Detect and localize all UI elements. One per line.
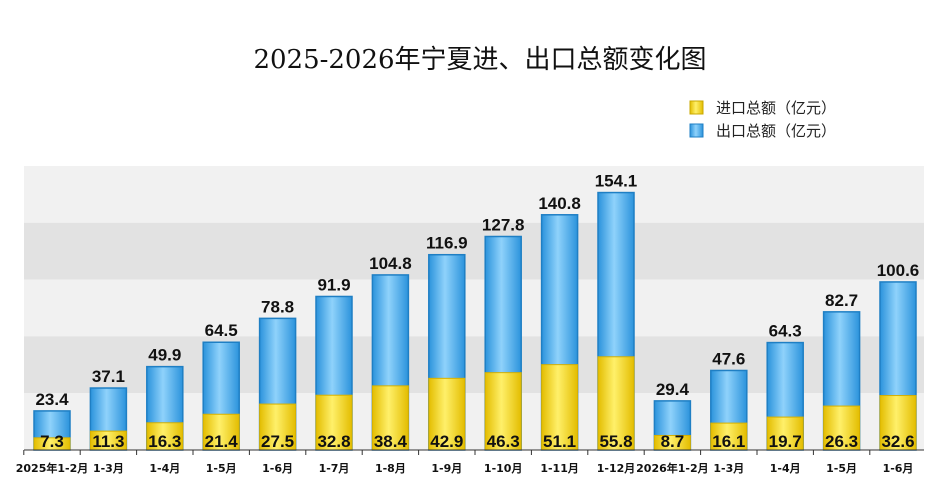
export-value-label: 23.4 bbox=[35, 390, 69, 409]
x-tick-label: 1-6月 bbox=[883, 462, 914, 475]
export-value-label: 104.8 bbox=[369, 254, 412, 273]
export-value-label: 154.1 bbox=[595, 172, 638, 191]
import-value-label: 16.1 bbox=[712, 432, 745, 451]
import-value-label: 16.3 bbox=[148, 432, 181, 451]
x-tick-label: 1-5月 bbox=[826, 462, 857, 475]
x-tick-label: 1-3月 bbox=[713, 462, 744, 475]
import-value-label: 11.3 bbox=[92, 432, 124, 451]
import-value-label: 46.3 bbox=[487, 432, 520, 451]
import-value-label: 7.3 bbox=[40, 432, 64, 451]
x-tick-label: 1-11月 bbox=[540, 462, 579, 475]
legend-swatch bbox=[689, 123, 704, 138]
export-value-label: 78.8 bbox=[261, 297, 294, 316]
export-value-label: 29.4 bbox=[656, 380, 690, 399]
grid-band bbox=[24, 222, 924, 280]
export-value-label: 140.8 bbox=[538, 194, 581, 213]
export-value-label: 127.8 bbox=[482, 215, 525, 234]
x-tick-label: 1-6月 bbox=[262, 462, 293, 475]
import-bar bbox=[541, 364, 579, 451]
export-value-label: 47.6 bbox=[712, 349, 745, 368]
legend-swatch bbox=[689, 100, 704, 115]
grid-band bbox=[24, 279, 924, 337]
x-tick-label: 1-4月 bbox=[149, 462, 180, 475]
import-value-label: 51.1 bbox=[543, 432, 576, 451]
import-bar bbox=[202, 413, 240, 451]
export-value-label: 37.1 bbox=[92, 367, 125, 386]
chart-title: 2025-2026年宁夏进、出口总额变化图 bbox=[253, 45, 706, 75]
legend-label: 出口总额（亿元） bbox=[716, 122, 836, 140]
export-value-label: 82.7 bbox=[825, 291, 858, 310]
x-tick-label: 1-3月 bbox=[93, 462, 124, 475]
grid-band bbox=[24, 166, 924, 223]
import-value-label: 27.5 bbox=[261, 432, 294, 451]
x-tick-label: 2025年1-2月 bbox=[16, 461, 89, 475]
x-tick-label: 1-7月 bbox=[319, 462, 350, 475]
x-tick-label: 1-12月 bbox=[597, 462, 636, 475]
import-bar bbox=[259, 403, 297, 451]
x-tick-label: 1-4月 bbox=[770, 462, 801, 475]
x-tick-label: 1-9月 bbox=[431, 462, 462, 475]
export-value-label: 64.3 bbox=[769, 322, 802, 341]
import-value-label: 19.7 bbox=[769, 432, 802, 451]
x-axis: 2025年1-2月 1-3月 1-4月 1-5月 1-6月 1-7月 1-8月 1-9月 1-1… bbox=[16, 449, 924, 475]
export-value-label: 116.9 bbox=[426, 234, 468, 253]
x-tick-label: 1-8月 bbox=[375, 462, 406, 475]
legend-label: 进口总额（亿元） bbox=[716, 99, 836, 117]
import-bar bbox=[428, 377, 466, 451]
bars: 23.4 7.3 37.1 11.3 49.9 16.3 64.5 21.4 78.8 27.5 9… bbox=[33, 172, 920, 451]
import-bar bbox=[371, 385, 409, 451]
import-bar bbox=[710, 422, 748, 451]
x-tick-label: 1-5月 bbox=[206, 462, 237, 475]
legend: 进口总额（亿元） 出口总额（亿元） bbox=[689, 99, 836, 140]
import-value-label: 26.3 bbox=[825, 432, 858, 451]
export-value-label: 64.5 bbox=[205, 321, 238, 340]
import-value-label: 55.8 bbox=[599, 432, 632, 451]
import-value-label: 32.6 bbox=[881, 432, 914, 451]
import-value-label: 8.7 bbox=[661, 432, 685, 451]
import-value-label: 21.4 bbox=[205, 432, 239, 451]
x-tick-label: 1-10月 bbox=[484, 462, 523, 475]
x-tick-label: 2026年1-2月 bbox=[636, 461, 709, 475]
export-value-label: 91.9 bbox=[317, 275, 350, 294]
import-bar bbox=[315, 394, 353, 451]
import-value-label: 38.4 bbox=[374, 432, 408, 451]
export-value-label: 100.6 bbox=[877, 261, 920, 280]
import-bar bbox=[484, 372, 522, 451]
import-value-label: 32.8 bbox=[317, 432, 350, 451]
import-value-label: 42.9 bbox=[430, 432, 463, 451]
export-value-label: 49.9 bbox=[148, 346, 181, 365]
